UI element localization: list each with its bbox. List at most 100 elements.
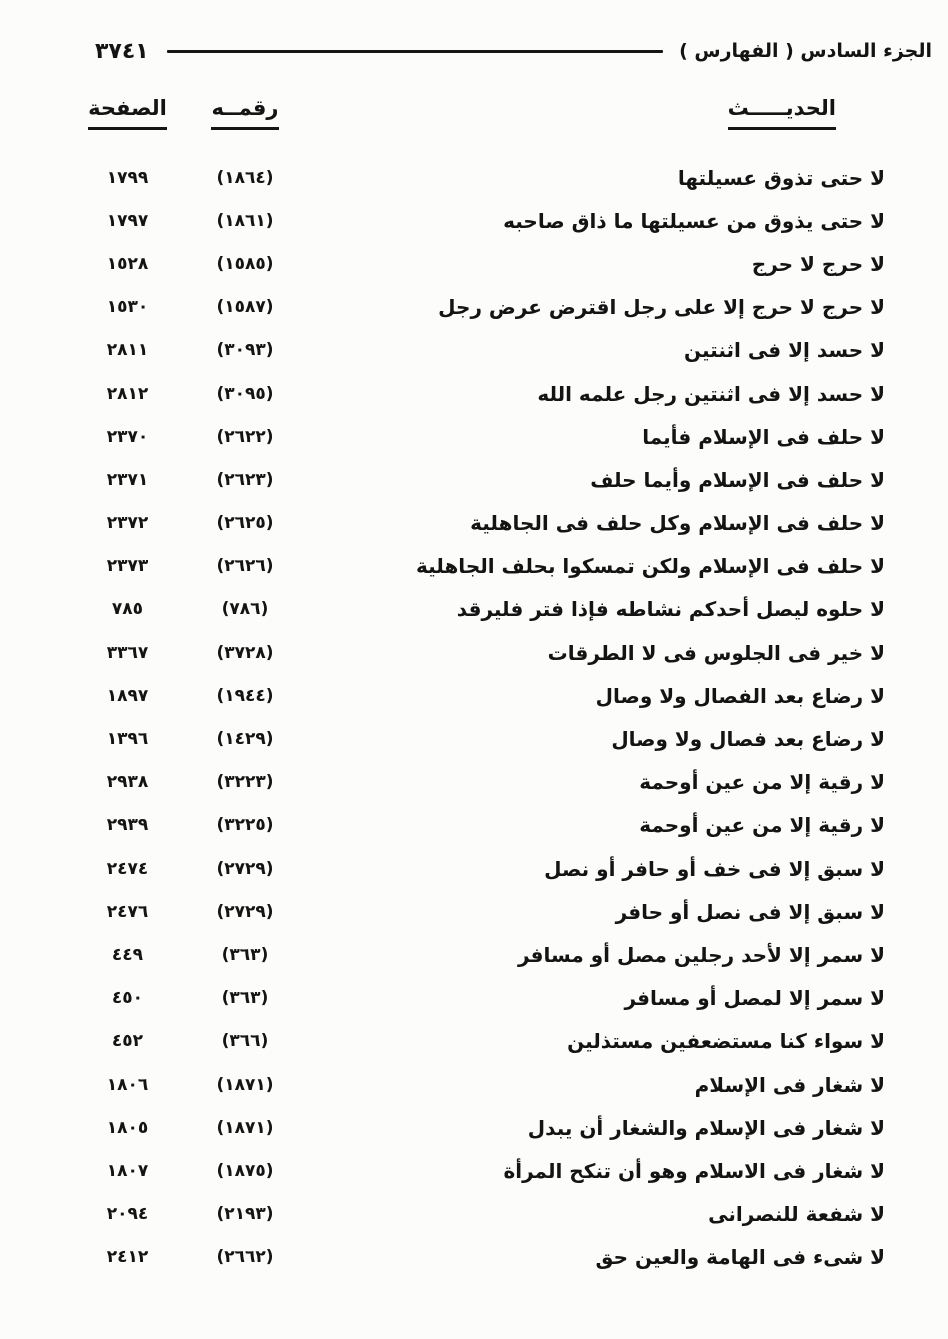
hadith-page-number: ١٥٢٨ xyxy=(106,253,149,274)
hadith-text: لا سمر إلا لأحد رجلين مصل أو مسافر xyxy=(517,942,885,967)
book-part-title: الجزء السادس ( الفهارس ) xyxy=(679,40,932,62)
hadith-text: لا شغار فى الإسلام والشغار أن يبدل xyxy=(527,1115,885,1140)
table-row: لا شغار فى الاسلام وهو أن تنكح المرأة (١… xyxy=(0,1149,948,1192)
hadith-page-number: ٤٥٠ xyxy=(111,988,144,1009)
column-header-page-label: الصفحة xyxy=(88,96,167,130)
hadith-number: (٣٢٢٣) xyxy=(216,772,274,793)
hadith-page-number: ١٨٩٧ xyxy=(106,685,149,706)
hadith-page-number: ٢٩٣٩ xyxy=(106,815,149,836)
hadith-number: (٣٧٢٨) xyxy=(216,642,274,663)
table-row: لا حلف فى الإسلام فأيما (٢٦٢٢) ٢٣٧٠ xyxy=(0,415,948,458)
hadith-number: (١٩٤٤) xyxy=(216,685,274,706)
hadith-page-number: ١٧٩٩ xyxy=(106,167,149,188)
hadith-number: (١٨٦٤) xyxy=(216,167,274,188)
hadith-text: لا شفعة للنصرانى xyxy=(708,1202,885,1227)
table-row: لا شفعة للنصرانى (٢١٩٣) ٢٠٩٤ xyxy=(0,1193,948,1236)
table-row: لا حلوه ليصل أحدكم نشاطه فإذا فتر فليرقد… xyxy=(0,588,948,631)
table-row: لا سمر إلا لأحد رجلين مصل أو مسافر (٣٦٣)… xyxy=(0,933,948,976)
hadith-text: لا شغار فى الاسلام وهو أن تنكح المرأة xyxy=(503,1158,885,1183)
table-row: لا شغار فى الإسلام (١٨٧١) ١٨٠٦ xyxy=(0,1063,948,1106)
table-row: لا حرج لا حرج إلا على رجل اقترض عرض رجل … xyxy=(0,286,948,329)
hadith-page-number: ١٨٠٧ xyxy=(106,1160,149,1181)
table-row: لا رضاع بعد الفصال ولا وصال (١٩٤٤) ١٨٩٧ xyxy=(0,674,948,717)
table-row: لا حلف فى الإسلام ولكن تمسكوا بحلف الجاه… xyxy=(0,545,948,588)
hadith-page-number: ٢٣٧٠ xyxy=(106,426,149,447)
hadith-text: لا حتى تذوق عسيلتها xyxy=(677,165,885,190)
hadith-text: لا حتى يذوق من عسيلتها ما ذاق صاحبه xyxy=(503,208,885,233)
hadith-number: (١٨٧١) xyxy=(216,1074,274,1095)
table-row: لا شىء فى الهامة والعين حق (٢٦٦٢) ٢٤١٢ xyxy=(0,1236,948,1279)
hadith-number: (١٤٢٩) xyxy=(216,729,274,750)
table-row: لا حتى تذوق عسيلتها (١٨٦٤) ١٧٩٩ xyxy=(0,156,948,199)
table-row: لا شغار فى الإسلام والشغار أن يبدل (١٨٧١… xyxy=(0,1106,948,1149)
hadith-page-number: ٧٨٥ xyxy=(111,599,144,620)
hadith-page-number: ٣٣٦٧ xyxy=(106,642,149,663)
hadith-text: لا شغار فى الإسلام xyxy=(694,1072,885,1097)
column-headers: الحديـــــث رقمــه الصفحة xyxy=(0,70,948,130)
hadith-number: (٢٦٦٢) xyxy=(216,1247,274,1268)
column-header-page: الصفحة xyxy=(65,96,190,130)
hadith-index-table: لا حتى تذوق عسيلتها (١٨٦٤) ١٧٩٩ لا حتى ي… xyxy=(0,156,948,1279)
hadith-text: لا حلوه ليصل أحدكم نشاطه فإذا فتر فليرقد xyxy=(456,597,885,622)
hadith-page-number: ٢٣٧١ xyxy=(106,469,149,490)
hadith-number: (١٨٦١) xyxy=(216,210,274,231)
column-header-hadith: الحديـــــث xyxy=(300,96,885,130)
hadith-text: لا سبق إلا فى خف أو حافر أو نصل xyxy=(544,856,885,881)
hadith-number: (٣٦٦) xyxy=(221,1031,269,1052)
table-row: لا حتى يذوق من عسيلتها ما ذاق صاحبه (١٨٦… xyxy=(0,199,948,242)
table-row: لا سمر إلا لمصل أو مسافر (٣٦٣) ٤٥٠ xyxy=(0,977,948,1020)
table-row: لا رقية إلا من عين أوحمة (٣٢٢٣) ٢٩٣٨ xyxy=(0,761,948,804)
hadith-page-number: ٢٨١٢ xyxy=(106,383,149,404)
page-header: ٣٧٤١ الجزء السادس ( الفهارس ) xyxy=(0,32,948,70)
hadith-number: (٣٢٢٥) xyxy=(216,815,274,836)
hadith-number: (٢٧٢٩) xyxy=(216,858,274,879)
hadith-number: (٣٦٣) xyxy=(221,944,269,965)
hadith-text: لا حرج لا حرج إلا على رجل اقترض عرض رجل xyxy=(438,295,885,320)
hadith-page-number: ١٧٩٧ xyxy=(106,210,149,231)
header-rule xyxy=(166,49,664,53)
hadith-number: (٣٦٣) xyxy=(221,988,269,1009)
hadith-text: لا رقية إلا من عين أوحمة xyxy=(639,813,885,838)
hadith-page-number: ٢٣٧٣ xyxy=(106,556,149,577)
hadith-text: لا حلف فى الإسلام وكل حلف فى الجاهلية xyxy=(470,511,885,536)
hadith-number: (١٨٧٥) xyxy=(216,1160,274,1181)
hadith-number: (٢٦٢٣) xyxy=(216,469,274,490)
table-row: لا حسد إلا فى اثنتين (٣٠٩٣) ٢٨١١ xyxy=(0,329,948,372)
hadith-page-number: ٢٠٩٤ xyxy=(106,1204,149,1225)
hadith-text: لا حرج لا حرج xyxy=(751,251,885,276)
hadith-number: (٣٠٩٥) xyxy=(216,383,274,404)
table-row: لا حرج لا حرج (١٥٨٥) ١٥٢٨ xyxy=(0,242,948,285)
hadith-number: (٣٠٩٣) xyxy=(216,340,274,361)
hadith-number: (٢٦٢٦) xyxy=(216,556,274,577)
hadith-page-number: ١٥٣٠ xyxy=(106,297,149,318)
hadith-text: لا سبق إلا فى نصل أو حافر xyxy=(615,899,885,924)
table-row: لا رضاع بعد فصال ولا وصال (١٤٢٩) ١٣٩٦ xyxy=(0,717,948,760)
table-row: لا خير فى الجلوس فى لا الطرقات (٣٧٢٨) ٣٣… xyxy=(0,631,948,674)
hadith-number: (٢٦٢٢) xyxy=(216,426,274,447)
hadith-number: (١٨٧١) xyxy=(216,1117,274,1138)
hadith-text: لا حلف فى الإسلام وأيما حلف xyxy=(590,467,885,492)
hadith-text: لا سواء كنا مستضعفين مستذلين xyxy=(567,1029,885,1054)
table-row: لا سبق إلا فى نصل أو حافر (٢٧٢٩) ٢٤٧٦ xyxy=(0,890,948,933)
table-row: لا حلف فى الإسلام وأيما حلف (٢٦٢٣) ٢٣٧١ xyxy=(0,458,948,501)
table-row: لا حلف فى الإسلام وكل حلف فى الجاهلية (٢… xyxy=(0,502,948,545)
hadith-page-number: ٢٤٧٤ xyxy=(106,858,149,879)
hadith-text: لا شىء فى الهامة والعين حق xyxy=(595,1245,885,1270)
table-row: لا سبق إلا فى خف أو حافر أو نصل (٢٧٢٩) ٢… xyxy=(0,847,948,890)
hadith-text: لا سمر إلا لمصل أو مسافر xyxy=(624,986,885,1011)
table-row: لا حسد إلا فى اثنتين رجل علمه الله (٣٠٩٥… xyxy=(0,372,948,415)
hadith-page-number: ١٣٩٦ xyxy=(106,729,149,750)
hadith-page-number: ١٨٠٦ xyxy=(106,1074,149,1095)
hadith-text: لا رضاع بعد فصال ولا وصال xyxy=(611,727,885,752)
hadith-page-number: ٢٤١٢ xyxy=(106,1247,149,1268)
hadith-number: (٢١٩٣) xyxy=(216,1204,274,1225)
hadith-page-number: ٢٩٣٨ xyxy=(106,772,149,793)
hadith-text: لا حسد إلا فى اثنتين رجل علمه الله xyxy=(537,381,885,406)
column-header-number: رقمــه xyxy=(190,96,300,130)
hadith-text: لا حسد إلا فى اثنتين xyxy=(684,338,885,363)
hadith-page-number: ١٨٠٥ xyxy=(106,1117,149,1138)
hadith-number: (١٥٨٥) xyxy=(216,253,274,274)
hadith-number: (٢٧٢٩) xyxy=(216,901,274,922)
hadith-page-number: ٢٣٧٢ xyxy=(106,513,149,534)
